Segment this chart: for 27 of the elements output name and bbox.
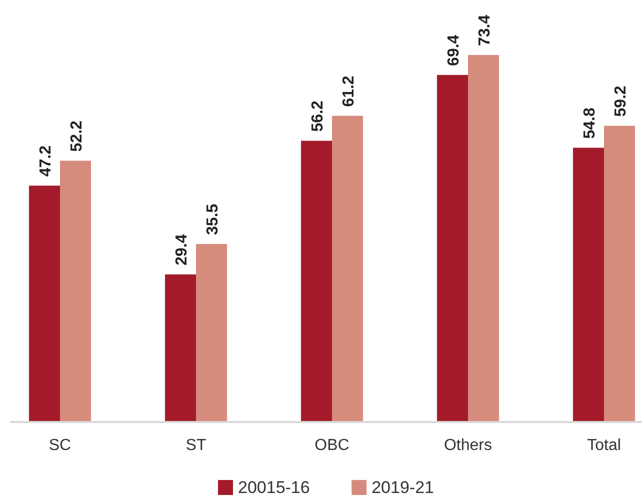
bar — [28, 186, 60, 421]
data-label: 56.2 — [309, 100, 326, 132]
data-label: 61.2 — [340, 76, 358, 107]
data-label: 35.5 — [204, 204, 222, 235]
data-label: 69.4 — [445, 34, 462, 66]
data-label: 54.8 — [581, 108, 598, 139]
bar — [436, 74, 468, 421]
x-tick-label: Total — [587, 437, 621, 454]
bar — [60, 160, 92, 421]
bar — [300, 140, 332, 421]
data-label: 73.4 — [476, 14, 494, 46]
bar — [196, 244, 228, 421]
x-tick-label: OBC — [314, 437, 350, 454]
bar — [468, 55, 500, 421]
bar — [164, 274, 196, 421]
data-label: 59.2 — [612, 86, 630, 117]
data-label: 47.2 — [37, 145, 54, 177]
bar — [604, 126, 636, 421]
x-tick-label: ST — [186, 437, 206, 454]
legend-label: 20015-16 — [238, 478, 310, 497]
bar — [572, 148, 604, 421]
legend-label: 2019-21 — [372, 478, 434, 497]
x-tick-label: SC — [48, 437, 72, 454]
data-label: 52.2 — [68, 120, 86, 152]
bar — [332, 116, 364, 421]
x-tick-label: Others — [444, 437, 492, 454]
data-label: 29.4 — [173, 234, 190, 266]
